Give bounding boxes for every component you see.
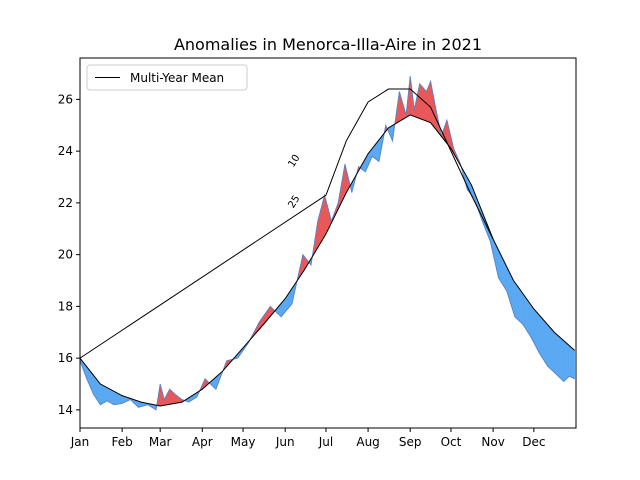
y-tick-label: 20 bbox=[58, 248, 73, 262]
x-tick-label: Jun bbox=[275, 435, 295, 449]
y-tick-label: 26 bbox=[58, 92, 73, 106]
y-tick-label: 16 bbox=[58, 351, 73, 365]
axes: 14 16 18 20 22 24 26 Jan Feb Mar Apr May Jun Jul Aug Se… bbox=[58, 57, 577, 449]
y-tick-label: 22 bbox=[58, 196, 73, 210]
axes-frame bbox=[79, 57, 577, 429]
x-tick-label: Dec bbox=[522, 435, 545, 449]
anomaly-band bbox=[572, 348, 575, 380]
y-tick-label: 18 bbox=[58, 299, 73, 313]
x-tick-label: Jan bbox=[70, 435, 90, 449]
x-tick-label: Mar bbox=[149, 435, 172, 449]
x-tick-label: Feb bbox=[112, 435, 133, 449]
x-tick-label: Nov bbox=[481, 435, 504, 449]
y-tick-label: 14 bbox=[58, 403, 73, 417]
legend-frame bbox=[86, 64, 248, 91]
x-tick-label: May bbox=[231, 435, 256, 449]
x-tick-label: Jul bbox=[318, 435, 333, 449]
legend: Multi-Year Mean bbox=[86, 64, 248, 91]
x-tick-label: Oct bbox=[441, 435, 462, 449]
x-tick-label: Apr bbox=[192, 435, 213, 449]
upper-contour-line bbox=[79, 88, 494, 359]
x-tick-label: Aug bbox=[356, 435, 379, 449]
x-tick-label: Sep bbox=[399, 435, 422, 449]
legend-label: Multi-Year Mean bbox=[130, 71, 224, 85]
actual-temperature-line bbox=[79, 76, 575, 411]
y-tick-label: 24 bbox=[58, 144, 73, 158]
chart-title: Anomalies in Menorca-Illa-Aire in 2021 bbox=[174, 35, 482, 54]
